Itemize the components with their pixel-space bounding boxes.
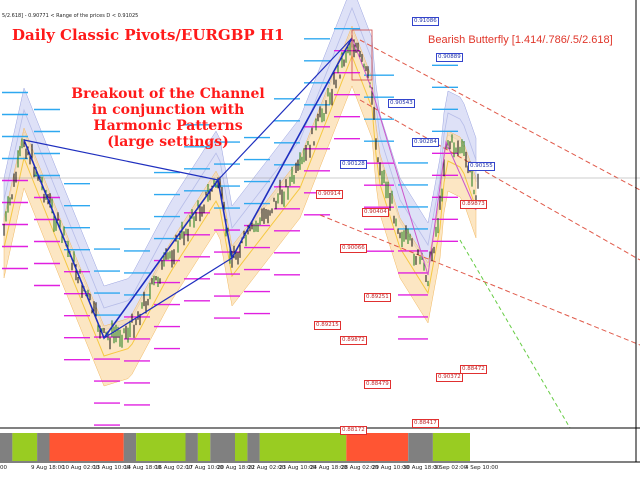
pattern-label: Bearish Butterfly [1.414/.786/.5/2.618]: [428, 34, 613, 46]
signal-segment-red: [49, 433, 124, 461]
channel-upper-midline: [3, 6, 477, 309]
chart-axes: [0, 0, 640, 463]
time-axis-label: 3 Sep 02:00: [434, 465, 468, 471]
time-axis-label: 4 Sep 10:00: [465, 465, 499, 471]
reversal-zone-box: [351, 29, 373, 81]
annotation-line-4: (large settings): [107, 134, 229, 150]
time-axis-label: 14 Aug 18:00: [124, 465, 162, 471]
channel-midline: [3, 54, 477, 357]
pattern-diagonal-line: [217, 37, 353, 181]
annotation-text: Breakout of the Channel in conjunction w…: [56, 86, 280, 150]
signal-segment-green: [259, 433, 347, 461]
time-axis-label: 17 Aug 10:00: [186, 465, 224, 471]
pivot-price-label: 0.89872: [340, 336, 367, 345]
signal-segment-green: [197, 433, 211, 461]
pivot-price-label: 0.90155: [468, 162, 495, 171]
time-axis-label: 29 Aug 10:00: [372, 465, 410, 471]
signal-segment-green: [235, 433, 248, 461]
signal-segment-gray: [0, 433, 13, 461]
annotation-line-3: Harmonic Patterns: [93, 118, 243, 134]
signal-segment-gray: [185, 433, 198, 461]
channel-bands: [3, 0, 477, 387]
pivot-price-label: 0.90889: [436, 53, 463, 62]
annotation-line-2: in conjunction with: [91, 102, 245, 118]
pivot-price-label: 0.89215: [314, 321, 341, 330]
pivot-price-label: 0.88172: [340, 426, 367, 435]
time-axis-label: 10 Aug 02:00: [62, 465, 100, 471]
trend-lines: [0, 39, 640, 429]
time-axis-label: 24 Aug 18:00: [310, 465, 348, 471]
annotation-line-1: Breakout of the Channel: [71, 86, 265, 102]
signal-segment-gray: [37, 433, 50, 461]
pivot-levels: [2, 28, 458, 426]
pivot-price-label: 0.90372: [436, 373, 463, 382]
signal-indicator-bar: [0, 433, 470, 461]
signal-segment-red: [346, 433, 409, 461]
time-axis-label: 23 Aug 10:00: [279, 465, 317, 471]
pivot-price-label: 0.88479: [364, 380, 391, 389]
signal-segment-green: [12, 433, 38, 461]
range-info-text: 5/2.618] - 0.90771 < Range of the prices…: [2, 13, 139, 19]
time-axis-label: 20 Aug 18:00: [217, 465, 255, 471]
pattern-diagonal-line: [103, 257, 233, 339]
pivot-price-label: 0.90128: [340, 160, 367, 169]
pivot-price-label: 0.88472: [460, 365, 487, 374]
time-axis-label: 13 Aug 10:00: [93, 465, 131, 471]
signal-segment-green: [136, 433, 186, 461]
signal-segment-green: [432, 433, 470, 461]
pattern-diagonal-line: [23, 139, 219, 181]
channel-trend-line: [359, 39, 640, 191]
pivot-price-label: 0.90404: [362, 208, 389, 217]
signal-segment-gray: [210, 433, 235, 461]
channel-trend-line: [359, 99, 640, 261]
signal-segment-gray: [123, 433, 137, 461]
pivot-price-label: 0.90284: [412, 138, 439, 147]
pivot-price-label: 0.90066: [340, 244, 367, 253]
time-axis-label: 28 Aug 02:00: [341, 465, 379, 471]
time-axis-label: 16 Aug 02:00: [155, 465, 193, 471]
pivot-price-label: 0.88417: [412, 419, 439, 428]
projection-line: [459, 239, 571, 429]
time-axis-label: 00: [0, 465, 7, 471]
time-axis-label: 9 Aug 18:00: [31, 465, 65, 471]
harmonic-pattern: [23, 29, 477, 340]
chart-title: Daily Classic Pivots/EURGBP H1: [12, 26, 285, 44]
butterfly-pattern-line: [351, 37, 477, 276]
signal-segment-gray: [247, 433, 260, 461]
pivot-price-label: 0.90914: [316, 190, 343, 199]
channel-trend-line: [319, 214, 640, 346]
time-axis-label: 30 Aug 18:00: [403, 465, 441, 471]
pivot-price-label: 0.90543: [388, 99, 415, 108]
pivot-price-label: 0.89873: [460, 200, 487, 209]
time-axis-label: 22 Aug 02:00: [248, 465, 286, 471]
pivot-price-label: 0.89251: [364, 293, 391, 302]
signal-segment-gray: [408, 433, 433, 461]
pivot-price-label: 0.91086: [412, 17, 439, 26]
